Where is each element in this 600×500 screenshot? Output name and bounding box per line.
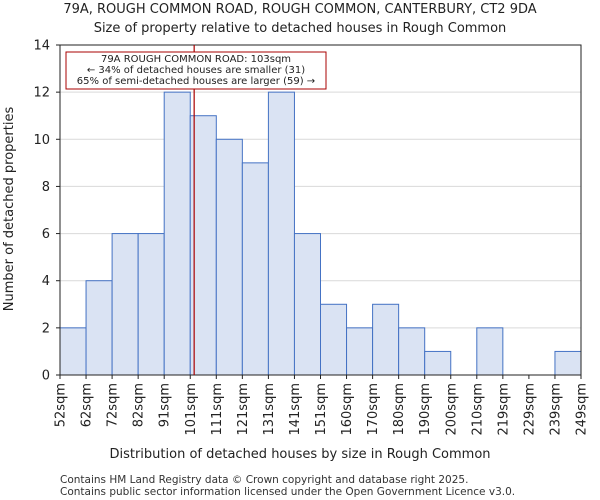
bar-52sqm: [59, 327, 87, 376]
x-tick-label: 141sqm: [288, 383, 303, 436]
annotation-line-1: 79A ROUGH COMMON ROAD: 103sqm: [101, 54, 291, 65]
x-tick-label: 219sqm: [496, 383, 511, 436]
bar-111sqm: [215, 138, 243, 376]
bar-141sqm: [293, 233, 322, 376]
x-tick-label: 239sqm: [548, 383, 563, 436]
annotation-box: 79A ROUGH COMMON ROAD: 103sqm ← 34% of d…: [65, 51, 327, 90]
x-tick-label: 210sqm: [470, 383, 485, 436]
x-tick-label: 91sqm: [158, 383, 173, 427]
x-tick-label: 72sqm: [106, 383, 121, 427]
bar-239sqm: [554, 350, 582, 376]
x-tick-label: 101sqm: [184, 383, 199, 436]
bar-170sqm: [372, 303, 400, 376]
bar-180sqm: [398, 327, 426, 376]
bar-190sqm: [424, 350, 452, 376]
x-tick-label: 190sqm: [418, 383, 433, 436]
bar-121sqm: [241, 162, 269, 376]
footer-line-2: Contains public sector information licen…: [60, 486, 515, 498]
y-axis-ticks: 0 2 4 6 8 10 12 14: [33, 39, 60, 384]
annotation-line-3: 65% of semi-detached houses are larger (…: [77, 76, 315, 87]
x-tick-label: 131sqm: [262, 383, 277, 436]
y-tick-label: 4: [42, 274, 50, 289]
bar-210sqm: [476, 327, 504, 376]
x-tick-label: 62sqm: [80, 383, 95, 427]
x-tick-label: 151sqm: [314, 383, 329, 436]
x-tick-label: 121sqm: [236, 383, 251, 436]
annotation-line-2: ← 34% of detached houses are smaller (31…: [87, 65, 305, 76]
footer-line-1: Contains HM Land Registry data © Crown c…: [60, 474, 468, 486]
bar-82sqm: [137, 233, 165, 376]
y-tick-label: 12: [33, 86, 50, 101]
y-tick-label: 6: [42, 227, 50, 242]
y-axis-label: Number of detached properties: [2, 107, 17, 312]
bar-91sqm: [163, 91, 191, 376]
bar-160sqm: [346, 327, 374, 376]
x-tick-label: 200sqm: [444, 383, 459, 436]
x-tick-label: 249sqm: [575, 383, 590, 436]
x-tick-label: 180sqm: [392, 383, 407, 436]
plot-frame: [59, 44, 582, 376]
x-tick-label: 170sqm: [366, 383, 381, 436]
y-tick-label: 10: [33, 133, 50, 148]
x-tick-label: 160sqm: [340, 383, 355, 436]
x-axis-label: Distribution of detached houses by size …: [109, 447, 490, 462]
bar-62sqm: [85, 280, 113, 376]
bar-131sqm: [267, 91, 295, 376]
y-tick-label: 14: [33, 39, 50, 54]
bar-72sqm: [111, 233, 139, 376]
x-tick-label: 229sqm: [522, 383, 537, 436]
y-tick-label: 0: [42, 369, 50, 384]
chart-subtitle: Size of property relative to detached ho…: [94, 21, 507, 36]
x-axis-ticks: 52sqm 62sqm 72sqm 82sqm 91sqm 101sqm 111sqm 121…: [54, 375, 590, 436]
y-tick-label: 8: [42, 180, 50, 195]
x-tick-label: 82sqm: [132, 383, 147, 427]
chart-title: 79A, ROUGH COMMON ROAD, ROUGH COMMON, CA…: [63, 2, 536, 17]
x-tick-label: 52sqm: [54, 383, 69, 427]
x-tick-label: 111sqm: [210, 383, 225, 436]
y-tick-label: 2: [42, 321, 50, 336]
bar-151sqm: [320, 303, 348, 376]
